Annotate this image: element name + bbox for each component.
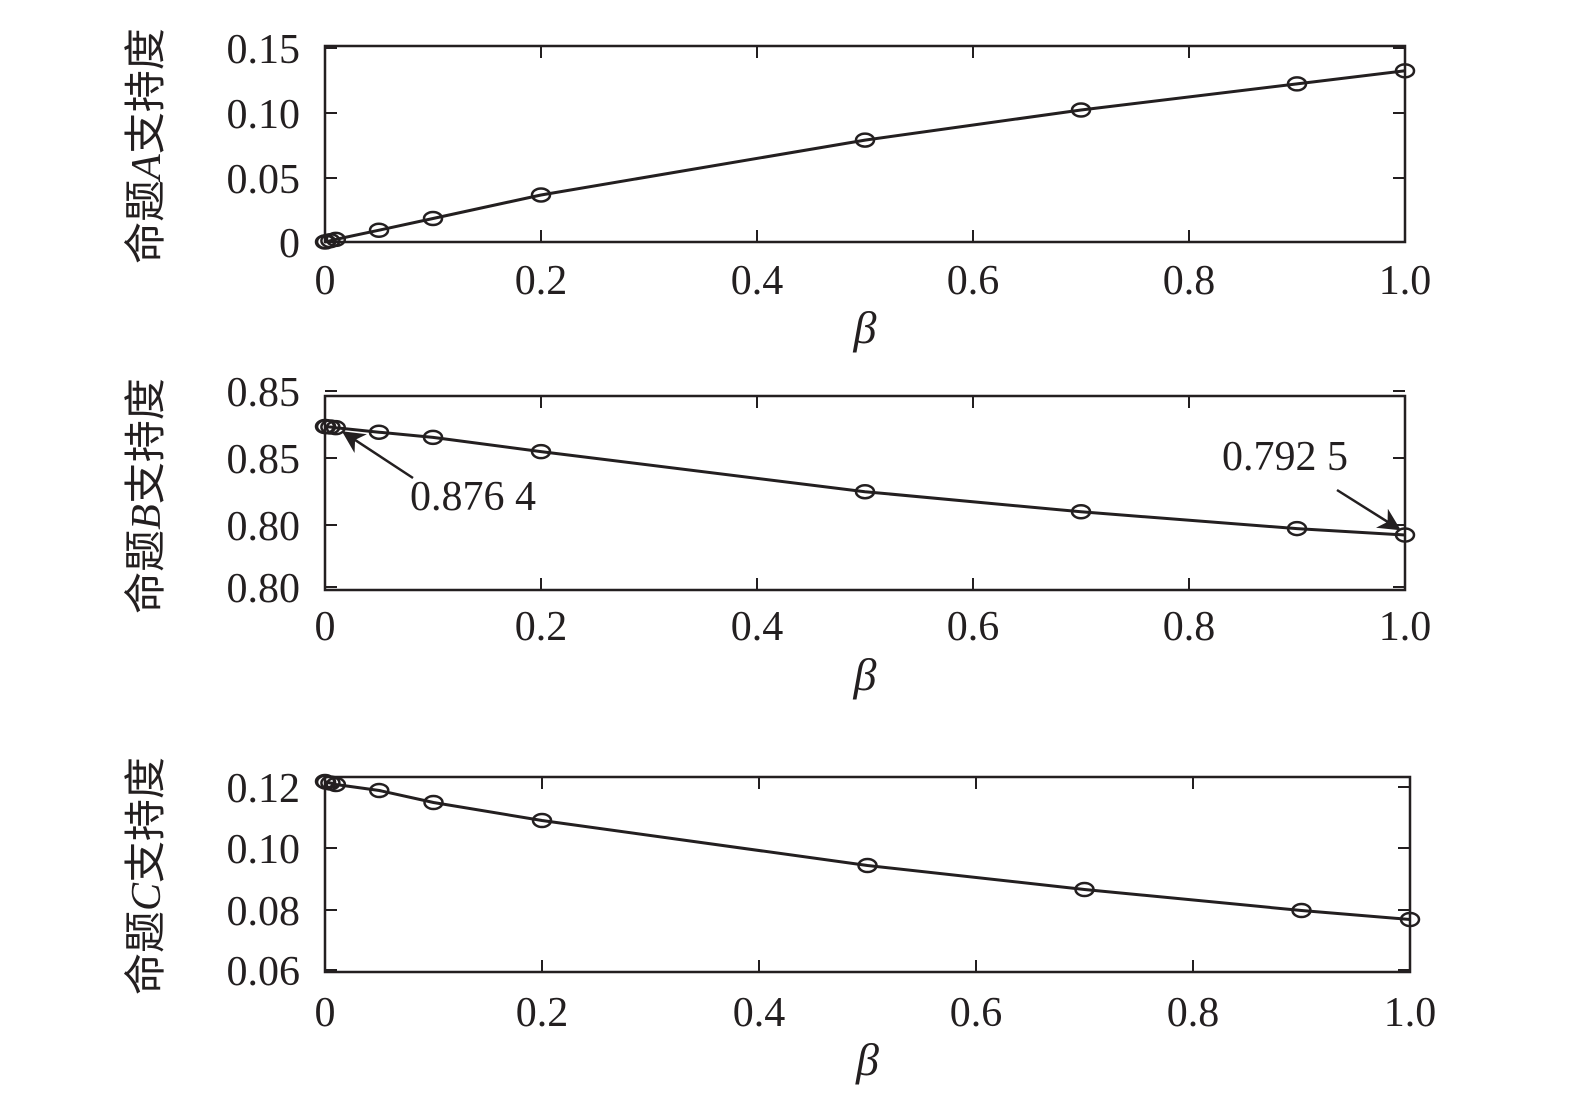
x-axis-label: β (853, 302, 877, 353)
y-axis-label-prefix: 命题 (121, 911, 170, 995)
y-tick-label: 0.12 (227, 766, 301, 812)
x-tick-label: 0.6 (950, 990, 1003, 1036)
y-tick-label: 0.08 (227, 889, 301, 935)
x-tick-label: 0 (315, 990, 336, 1036)
y-axis-label-prefix: 命题 (121, 180, 170, 264)
y-tick-label: 0.06 (227, 949, 301, 995)
data-point-marker (369, 782, 390, 799)
chart-panel-3: 0 0.2 0.4 0.6 0.8 1.0 0.06 0.08 0.10 0.12 β 命题C支持度 (121, 757, 1436, 1085)
annotation-label: 0.876 4 (410, 474, 536, 520)
data-point-marker (530, 187, 552, 203)
x-tick-label: 0 (315, 604, 336, 650)
x-axis-label: β (853, 649, 877, 700)
data-point-marker (368, 222, 390, 238)
y-tick-label: 0.05 (227, 157, 301, 203)
data-point-marker (422, 210, 444, 227)
data-point-marker (857, 857, 878, 874)
plot-area-frame (323, 394, 1407, 592)
plot-area-frame (323, 44, 1407, 244)
data-point-marker (1394, 63, 1416, 79)
series-line (324, 780, 1411, 921)
x-tick-label: 1.0 (1379, 604, 1432, 650)
plot-area-frame (323, 775, 1412, 974)
x-tick-label: 0.2 (516, 990, 569, 1036)
data-point-marker (854, 132, 876, 148)
y-tick-label: 0 (279, 221, 300, 267)
y-axis-label-suffix: 支持度 (121, 28, 170, 154)
data-point-marker (368, 424, 390, 440)
data-point-marker (1286, 520, 1308, 537)
y-axis-label-variable: A (124, 154, 170, 183)
y-tick-label: 0.85 (227, 370, 301, 416)
y-tick-label: 0.85 (227, 437, 301, 483)
y-axis-label-variable: C (124, 882, 170, 911)
x-tick-label: 0.4 (733, 990, 786, 1036)
data-point-marker (1291, 902, 1312, 919)
series-line (324, 69, 1406, 244)
y-axis-label-variable: B (124, 504, 170, 530)
y-axis-label: 命题A支持度 (121, 28, 170, 264)
data-point-marker (1399, 911, 1421, 928)
data-point-marker (1074, 881, 1095, 898)
annotation-arrow (341, 431, 414, 480)
x-tick-label: 0.6 (947, 258, 1000, 304)
annotation-label: 0.792 5 (1222, 434, 1348, 480)
data-point-marker (423, 794, 444, 811)
data-point-marker (325, 776, 347, 793)
data-point-marker (854, 483, 876, 500)
y-axis-label: 命题B支持度 (121, 378, 170, 614)
data-point-marker (1070, 504, 1092, 520)
x-tick-label: 1.0 (1384, 990, 1437, 1036)
y-tick-label: 0.80 (227, 504, 301, 550)
x-tick-label: 0.2 (515, 258, 568, 304)
x-axis-label: β (855, 1034, 879, 1085)
x-tick-label: 0.2 (515, 604, 568, 650)
y-tick-label: 0.10 (227, 92, 301, 138)
x-tick-label: 0.8 (1163, 604, 1216, 650)
data-point-marker (1070, 102, 1092, 118)
x-tick-label: 0.8 (1163, 258, 1216, 304)
x-tick-label: 0.4 (731, 604, 784, 650)
data-point-marker (530, 443, 552, 460)
y-axis-label-suffix: 支持度 (121, 378, 170, 504)
data-point-marker (1394, 527, 1416, 543)
y-axis-label-suffix: 支持度 (121, 757, 170, 883)
x-tick-label: 1.0 (1379, 258, 1432, 304)
x-tick-label: 0.6 (947, 604, 1000, 650)
x-tick-label: 0 (315, 258, 336, 304)
series-line (324, 425, 1406, 537)
y-axis-label: 命题C支持度 (121, 757, 170, 995)
y-tick-label: 0.80 (227, 566, 301, 612)
y-axis-label-prefix: 命题 (121, 530, 170, 614)
y-tick-label: 0.15 (227, 27, 301, 73)
chart-panel-2: 0 0.2 0.4 0.6 0.8 1.0 0.80 0.80 0.85 0.85 β 命题B支持度 0… (121, 370, 1431, 700)
data-point-marker (325, 419, 347, 436)
data-point-marker (325, 231, 347, 248)
y-tick-label: 0.10 (227, 827, 301, 873)
data-point-marker (531, 812, 553, 829)
data-point-marker (422, 429, 444, 446)
x-tick-label: 0.8 (1167, 990, 1220, 1036)
chart-panel-1: 0 0.2 0.4 0.6 0.8 1.0 0 0.05 0.10 0.15 β 命题A支持度 (121, 27, 1431, 353)
data-point-marker (1286, 76, 1308, 92)
x-tick-label: 0.4 (731, 258, 784, 304)
annotation-arrow (1336, 488, 1401, 531)
